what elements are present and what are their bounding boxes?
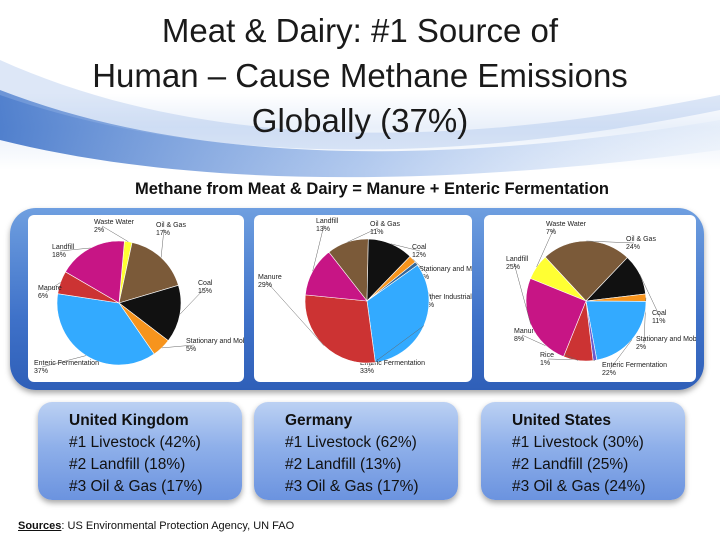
header-swoosh xyxy=(0,60,720,178)
slice-label: Stationary and Mobile Sources5% xyxy=(186,338,244,353)
slice-label: Enteric Fermentation 37% xyxy=(34,360,99,375)
slice-label: Rice 1% xyxy=(540,352,554,367)
slice-label: Oil & Gas 24% xyxy=(626,236,656,251)
leader-line xyxy=(45,282,61,293)
slice-label: Stationary and Mobile Sources2% xyxy=(636,336,696,351)
leader-line xyxy=(639,273,661,318)
sources-text: : US Environmental Protection Agency, UN… xyxy=(61,520,295,532)
slice-label: Landfill 13% xyxy=(316,218,339,233)
pie-chart-uk: Waste Water 2% Oil & Gas 17% Coal 15% Stationa… xyxy=(28,215,244,382)
slice-label: Coal 12% xyxy=(412,244,427,259)
pie-chart-us-svg: Waste Water 7% Oil & Gas 24% Coal 11% Stationa… xyxy=(506,221,696,377)
card-title: Germany xyxy=(285,412,353,429)
pie-slice-enteric-fermentation xyxy=(585,300,647,361)
slice-label: Enteric Fermentation 22% xyxy=(602,362,667,377)
slice-label: Manure 6% xyxy=(38,285,62,300)
slice-label: Manure 29% xyxy=(258,274,282,289)
card-line: #3 Oil & Gas (24%) xyxy=(512,478,646,495)
leader-line xyxy=(179,286,207,315)
summary-card-us: United States #1 Livestock (30%) #2 Land… xyxy=(481,402,685,500)
slide-subtitle: Methane from Meat & Dairy = Manure + Ent… xyxy=(134,180,610,198)
leader-line xyxy=(161,344,195,349)
leader-line xyxy=(586,240,635,244)
pie-chart-uk-svg: Waste Water 2% Oil & Gas 17% Coal 15% Stationa… xyxy=(34,219,244,375)
card-line: #3 Oil & Gas (17%) xyxy=(69,478,203,495)
slice-label: Oil & Gas 11% xyxy=(370,221,400,236)
slice-label: Other Industrial Non-Agricultural1% xyxy=(424,294,472,309)
slice-label: Enteric Fermentation 33% xyxy=(360,360,425,375)
slice-label: Landfill 25% xyxy=(506,256,529,271)
pie-slice-coal xyxy=(118,284,182,342)
card-title: United States xyxy=(512,412,612,429)
card-line: #2 Landfill (25%) xyxy=(512,456,629,473)
slice-label: Manure 8% xyxy=(514,328,538,343)
leader-line xyxy=(59,247,91,252)
leader-line xyxy=(390,243,421,252)
sources-note: Sources: US Environmental Protection Age… xyxy=(18,520,294,532)
leader-line xyxy=(160,228,165,258)
card-line: #2 Landfill (18%) xyxy=(69,456,186,473)
summary-card-germany: Germany #1 Livestock (62%) #2 Landfill (… xyxy=(254,402,458,500)
leader-line xyxy=(265,280,325,346)
slice-label: Landfill 18% xyxy=(52,244,75,259)
slice-label: Stationary and Mobile Sources2% xyxy=(419,266,472,281)
slice-label: Coal 15% xyxy=(198,280,213,295)
pie-slice-enteric-fermentation xyxy=(56,293,155,366)
card-line: #1 Livestock (42%) xyxy=(69,434,201,451)
card-line: #2 Landfill (13%) xyxy=(285,456,402,473)
title-line: Human – Cause Methane Emissions xyxy=(92,57,628,94)
card-line: #3 Oil & Gas (17%) xyxy=(285,478,419,495)
leader-line xyxy=(536,227,555,268)
leader-line xyxy=(101,225,129,242)
title-line: Globally (37%) xyxy=(251,102,469,139)
leader-line xyxy=(41,355,87,368)
pie-slice-landfill xyxy=(304,251,368,302)
leader-line xyxy=(347,227,379,243)
slice-label: Waste Water 7% xyxy=(546,221,587,236)
card-title: United Kingdom xyxy=(69,412,189,429)
pie-chart-us: Waste Water 7% Oil & Gas 24% Coal 11% Stationa… xyxy=(484,215,696,382)
leader-line xyxy=(609,339,633,370)
summary-card-uk: United Kingdom #1 Livestock (42%) #2 Lan… xyxy=(38,402,242,500)
leader-line xyxy=(513,262,532,325)
leader-line xyxy=(412,258,428,274)
pie-slice-oil-gas xyxy=(118,242,179,304)
card-line: #1 Livestock (62%) xyxy=(285,434,417,451)
pie-slice-manure xyxy=(304,294,376,364)
title-line: Meat & Dairy: #1 Source of xyxy=(161,12,559,49)
slide-title: Meat & Dairy: #1 Source of Human – Cause… xyxy=(0,8,720,143)
card-line: #1 Livestock (30%) xyxy=(512,434,644,451)
slice-label: Waste Water 2% xyxy=(94,219,135,234)
pie-slice-landfill xyxy=(525,278,587,358)
leader-line xyxy=(312,224,325,272)
slice-label: Coal 11% xyxy=(652,310,667,325)
leader-line xyxy=(367,325,425,368)
slice-label: Oil & Gas 17% xyxy=(156,222,186,237)
sources-label: Sources xyxy=(18,520,62,532)
